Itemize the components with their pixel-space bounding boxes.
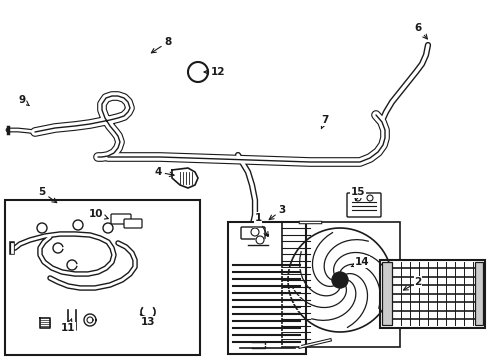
Bar xyxy=(282,222,399,347)
Text: 13: 13 xyxy=(140,314,155,327)
Text: 14: 14 xyxy=(350,257,368,267)
Text: 10: 10 xyxy=(88,209,108,219)
Text: 9: 9 xyxy=(19,95,29,105)
Circle shape xyxy=(331,272,347,288)
Circle shape xyxy=(103,223,113,233)
Polygon shape xyxy=(172,168,198,188)
Text: 8: 8 xyxy=(151,37,171,53)
Circle shape xyxy=(250,228,259,236)
Text: 6: 6 xyxy=(413,23,427,39)
Bar xyxy=(5,200,200,355)
Bar xyxy=(474,262,482,325)
Circle shape xyxy=(37,223,47,233)
Bar xyxy=(227,222,305,354)
Text: 2: 2 xyxy=(403,277,421,290)
Text: 4: 4 xyxy=(154,167,174,177)
FancyBboxPatch shape xyxy=(241,227,264,239)
FancyBboxPatch shape xyxy=(124,219,142,228)
FancyBboxPatch shape xyxy=(111,214,131,224)
Text: 12: 12 xyxy=(203,67,225,77)
Bar xyxy=(379,260,484,328)
Text: 7: 7 xyxy=(321,115,328,129)
Text: 1: 1 xyxy=(254,213,267,237)
Text: 5: 5 xyxy=(38,187,57,203)
Circle shape xyxy=(73,220,83,230)
Text: 11: 11 xyxy=(61,319,75,333)
Circle shape xyxy=(256,236,264,244)
Text: 15: 15 xyxy=(350,187,365,201)
FancyBboxPatch shape xyxy=(346,193,380,217)
Text: 3: 3 xyxy=(269,205,285,220)
Bar xyxy=(381,262,391,325)
